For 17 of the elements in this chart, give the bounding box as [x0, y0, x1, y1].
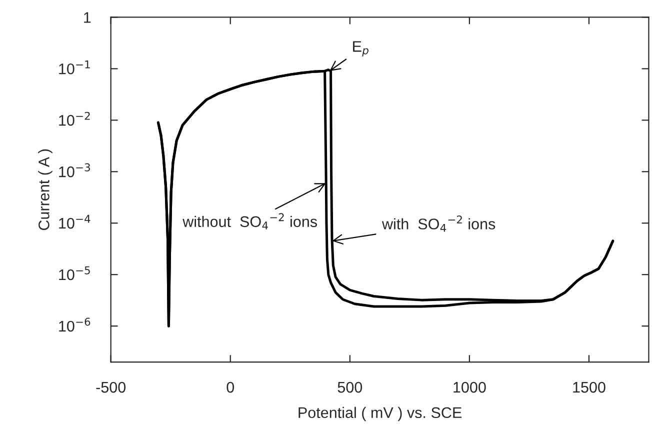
y-tick-label: 10$^{−5}$: [59, 266, 90, 280]
y-tick-label: 10$^{−1}$: [59, 60, 90, 74]
y-tick-label: 10$^{−6}$: [59, 318, 90, 332]
x-tick-label: 1000: [454, 382, 486, 393]
x-tick-label: 1500: [573, 382, 606, 393]
annotation: E$_{p}$: [353, 41, 368, 56]
y-axis-title: Current ( A ): [38, 149, 52, 230]
annotation: without SO$_{4}$$^{−2}$ ions: [182, 213, 317, 230]
x-tick-label: 0: [226, 382, 234, 393]
y-tick-label: 1: [84, 12, 91, 23]
x-axis-title: Potential ( mV ) vs. SCE: [298, 406, 462, 422]
y-tick-label: 10$^{−4}$: [59, 214, 90, 229]
y-tick-label: 10$^{−3}$: [59, 163, 90, 178]
y-tick-label: 10$^{−2}$: [59, 112, 90, 126]
x-tick-label: 500: [338, 382, 362, 393]
x-tick-label: -500: [96, 382, 126, 393]
annotation: with SO$_{4}$$^{−2}$ ions: [382, 215, 496, 232]
